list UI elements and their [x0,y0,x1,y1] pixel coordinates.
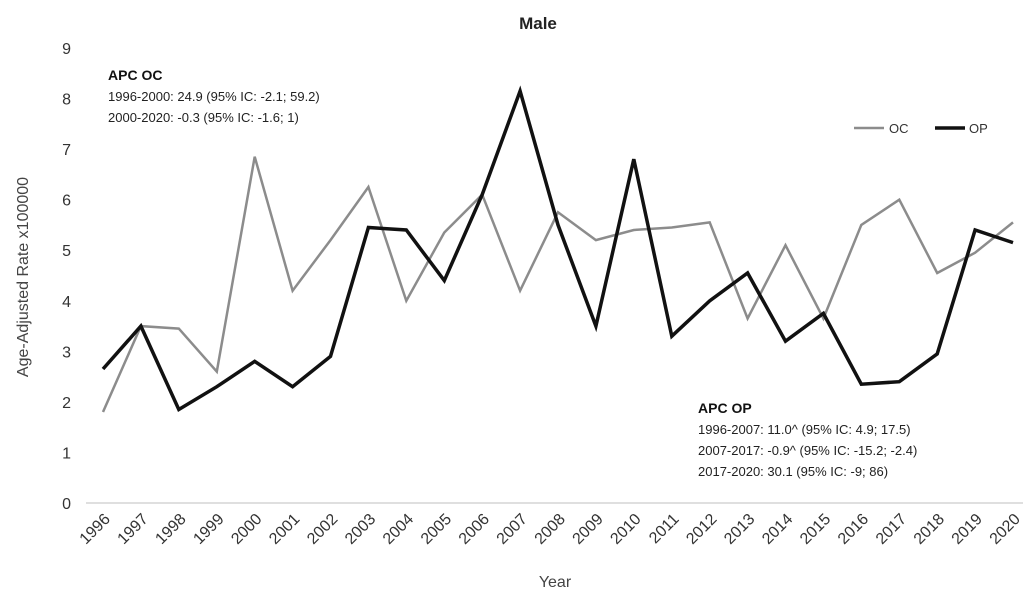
annotation-apc-op-line-1: 1996-2007: 11.0^ (95% IC: 4.9; 17.5) [698,422,911,437]
y-tick-label: 9 [62,41,71,58]
y-axis-ticks: 0 1 2 3 4 5 6 7 8 9 [62,41,71,513]
y-axis-title: Age-Adjusted Rate x100000 [15,177,32,377]
x-tick-label: 2002 [304,511,341,548]
y-tick-label: 1 [62,445,71,462]
annotation-apc-oc-heading: APC OC [108,67,162,83]
y-tick-label: 2 [62,395,71,412]
x-tick-label: 1999 [190,511,227,548]
x-tick-label: 2010 [607,511,644,548]
annotation-apc-op-heading: APC OP [698,400,752,416]
legend-label-op: OP [969,121,988,136]
series-layer [101,85,1014,413]
x-tick-label: 2003 [342,511,379,548]
annotation-apc-op-line-3: 2017-2020: 30.1 (95% IC: -9; 86) [698,464,888,479]
y-tick-label: 5 [62,243,71,260]
legend-label-oc: OC [889,121,909,136]
x-tick-label: 2000 [228,511,265,548]
series-line-oc [101,156,1014,413]
x-tick-label: 1997 [115,511,152,548]
x-tick-label: 2012 [683,511,720,548]
x-tick-label: 2018 [911,511,948,548]
x-axis-ticks: 1996 1997 1998 1999 2000 2001 2002 2003 2004 2005… [77,511,1023,548]
x-tick-label: 2005 [418,511,455,548]
y-tick-label: 4 [62,294,71,311]
annotation-apc-oc-line-1: 1996-2000: 24.9 (95% IC: -2.1; 59.2) [108,89,320,104]
annotation-apc-oc: APC OC 1996-2000: 24.9 (95% IC: -2.1; 59… [108,67,320,125]
annotation-apc-oc-line-2: 2000-2020: -0.3 (95% IC: -1.6; 1) [108,110,299,125]
x-tick-label: 2014 [759,511,796,548]
x-axis-title: Year [539,574,572,591]
x-tick-label: 2016 [835,511,872,548]
x-tick-label: 1998 [152,511,189,548]
x-tick-label: 2020 [987,511,1023,548]
chart-title: Male [519,14,557,33]
annotation-apc-op-line-2: 2007-2017: -0.9^ (95% IC: -15.2; -2.4) [698,443,917,458]
legend: OC OP [854,121,988,136]
y-tick-label: 3 [62,344,71,361]
y-tick-label: 6 [62,193,71,210]
series-line-op [101,85,1014,413]
y-tick-label: 8 [62,92,71,109]
annotation-apc-op: APC OP 1996-2007: 11.0^ (95% IC: 4.9; 17… [698,400,917,479]
x-tick-label: 2011 [646,511,682,547]
x-tick-label: 2017 [873,511,910,548]
x-tick-label: 1996 [77,511,114,548]
y-tick-label: 0 [62,496,71,513]
x-tick-label: 2013 [721,511,758,548]
x-tick-label: 2008 [532,511,569,548]
x-tick-label: 2009 [570,511,607,548]
x-tick-label: 2019 [949,511,986,548]
x-tick-label: 2015 [797,511,834,548]
x-tick-label: 2001 [266,511,303,548]
x-tick-label: 2004 [380,511,417,548]
y-tick-label: 7 [62,142,71,159]
x-tick-label: 2006 [456,511,493,548]
x-tick-label: 2007 [494,511,531,548]
